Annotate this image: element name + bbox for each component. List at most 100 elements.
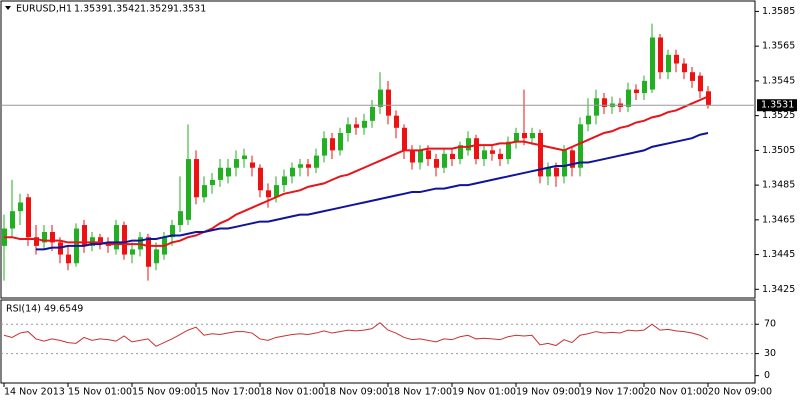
- candle-body: [18, 202, 23, 212]
- x-tick-label: 20 Nov 09:00: [708, 387, 772, 398]
- y-tick-label: 1.3545: [762, 75, 795, 86]
- ohlc-open: 1.3539: [74, 4, 107, 15]
- y-tick-label: 1.3525: [762, 110, 795, 121]
- candle-body: [42, 232, 47, 243]
- candle-body: [306, 164, 311, 168]
- rsi-value: 49.6549: [44, 304, 83, 315]
- collapse-arrow[interactable]: [5, 6, 11, 10]
- candle-body: [682, 63, 687, 73]
- rsi-line: [3, 322, 709, 347]
- candle-body: [354, 124, 359, 128]
- y-tick-label: 1.3585: [762, 6, 795, 17]
- price-tag: [757, 99, 797, 112]
- candle-body: [386, 89, 391, 116]
- candle-body: [642, 80, 647, 94]
- candle-body: [122, 225, 127, 255]
- x-tick-label: 15 Nov 09:00: [132, 387, 196, 398]
- candle-body: [242, 155, 247, 160]
- candle-body: [114, 225, 119, 250]
- candle-body: [194, 159, 199, 198]
- x-tick-label: 19 Nov 17:00: [580, 387, 644, 398]
- candle-body: [570, 150, 575, 168]
- candle-body: [50, 232, 55, 243]
- ohlc-low: 1.3529: [140, 4, 173, 15]
- candle-body: [250, 162, 255, 168]
- candle-body: [10, 211, 15, 229]
- rsi-y-tick-label: 70: [764, 319, 776, 330]
- candle-body: [498, 153, 503, 160]
- candle-body: [322, 138, 327, 156]
- candle-body: [98, 237, 103, 243]
- candle-body: [666, 54, 671, 73]
- candle-body: [258, 167, 263, 191]
- rsi-panel: [0, 299, 756, 384]
- candle-body: [450, 153, 455, 160]
- candle-body: [442, 153, 447, 168]
- rsi-name: RSI(14): [6, 304, 41, 315]
- y-tick-label: 1.3505: [762, 145, 795, 156]
- candle-body: [506, 141, 511, 160]
- candle-body: [186, 159, 191, 220]
- candle-body: [338, 133, 343, 151]
- candle-body: [314, 155, 319, 168]
- candle-body: [210, 179, 215, 186]
- price-tag-label: 1.3531: [761, 100, 794, 111]
- candle-body: [418, 150, 423, 163]
- candle-body: [402, 127, 407, 151]
- candle-body: [562, 150, 567, 177]
- moving-average: [36, 132, 709, 251]
- candle-body: [674, 54, 679, 64]
- candle-body: [226, 167, 231, 177]
- rsi-y-tick-label: 30: [764, 348, 776, 359]
- y-tick-label: 1.3465: [762, 214, 795, 225]
- candle-body: [330, 138, 335, 151]
- candle-body: [482, 150, 487, 160]
- candle-body: [650, 37, 655, 90]
- candle-body: [178, 211, 183, 226]
- candle-body: [490, 150, 495, 154]
- candle-body: [26, 197, 31, 238]
- candle-body: [410, 150, 415, 163]
- candle-body: [458, 145, 463, 160]
- candle-body: [370, 106, 375, 121]
- candle-body: [586, 115, 591, 125]
- candle-body: [434, 159, 439, 168]
- candle-body: [594, 98, 599, 116]
- x-tick-label: 15 Nov 17:00: [196, 387, 260, 398]
- x-tick-label: 20 Nov 01:00: [644, 387, 708, 398]
- candle-body: [698, 75, 703, 92]
- candle-body: [170, 225, 175, 238]
- candle-body: [218, 167, 223, 180]
- candle-body: [426, 150, 431, 160]
- candle-body: [266, 190, 271, 198]
- candle-body: [514, 133, 519, 142]
- candle-body: [530, 133, 535, 139]
- y-tick-label: 1.3425: [762, 284, 795, 295]
- candle-body: [130, 249, 135, 255]
- candle-body: [538, 133, 543, 177]
- candle-body: [34, 237, 39, 246]
- candle-body: [346, 124, 351, 133]
- candle-body: [66, 254, 71, 264]
- candle-body: [474, 138, 479, 160]
- candle-body: [634, 89, 639, 94]
- x-tick-label: 18 Nov 09:00: [324, 387, 388, 398]
- y-tick-label: 1.3485: [762, 180, 795, 191]
- candle-body: [202, 185, 207, 198]
- y-tick-label: 1.3565: [762, 41, 795, 52]
- symbol-label: EURUSD,H1: [16, 4, 72, 15]
- candle-body: [362, 120, 367, 128]
- x-tick-label: 19 Nov 09:00: [516, 387, 580, 398]
- candle-body: [154, 249, 159, 264]
- candle-body: [466, 138, 471, 151]
- candle-body: [658, 37, 663, 73]
- candle-body: [706, 91, 711, 106]
- y-tick-label: 1.3445: [762, 249, 795, 260]
- ohlc-close: 1.3531: [173, 4, 206, 15]
- candle-body: [690, 72, 695, 81]
- price-panel: [0, 0, 756, 299]
- candle-body: [234, 159, 239, 168]
- candle-body: [378, 89, 383, 107]
